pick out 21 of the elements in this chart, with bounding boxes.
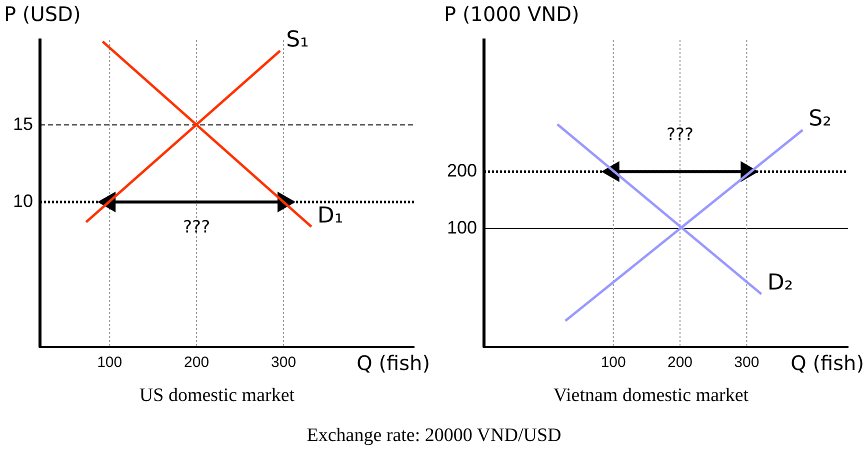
y-tick-label: 15 — [12, 114, 34, 134]
x-axis-title: Q (fish) — [356, 351, 430, 376]
x-tick-label: 300 — [734, 354, 760, 372]
text: Vietnam domestic market — [552, 385, 750, 408]
annotation: ??? — [183, 218, 210, 238]
series-label: D₂ — [767, 270, 794, 296]
x-tick-label: 200 — [668, 354, 693, 372]
series-label: D₁ — [317, 203, 344, 228]
x-tick-label: 200 — [184, 354, 210, 372]
text: US domestic market — [138, 385, 296, 408]
series-label: S₂ — [808, 106, 832, 132]
y-axis-title: P (USD) — [4, 2, 81, 26]
annotation: ??? — [666, 125, 694, 146]
x-tick-label: 100 — [97, 354, 122, 372]
y-tick-label: 10 — [12, 190, 34, 211]
series-label: S₁ — [286, 28, 309, 53]
text: Exchange rate: 20000 VND/USD — [306, 425, 562, 447]
y-axis-title: P (1000 VND) — [444, 2, 580, 26]
x-tick-label: 100 — [600, 354, 626, 372]
x-axis-title: Q (fish) — [790, 351, 864, 376]
x-tick-label: 300 — [271, 354, 296, 372]
